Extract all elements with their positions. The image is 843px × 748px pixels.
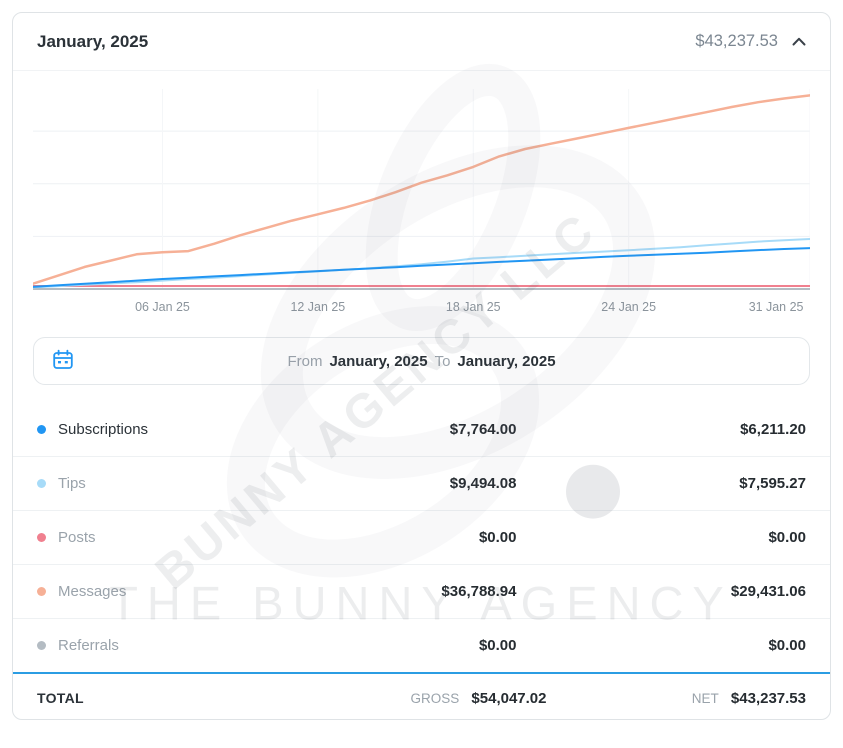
row-net-value: $6,211.20 [740,421,806,438]
total-row: TOTAL GROSS $54,047.02 NET $43,237.53 [13,672,830,719]
tips-series-dot [37,479,46,488]
earnings-table: Subscriptions $7,764.00 $6,211.20 Tips $… [13,403,830,672]
net-label: NET [691,690,719,706]
subscriptions-series-dot [37,425,46,434]
row-label: Posts [58,529,96,546]
table-row-referrals: Referrals $0.00 $0.00 [13,619,830,672]
row-gross-value: $0.00 [478,637,517,654]
row-label: Referrals [58,637,119,654]
to-label: To [434,352,451,370]
period-title: January, 2025 [37,31,149,51]
table-row-messages: Messages $36,788.94 $29,431.06 [13,565,830,619]
date-range-picker[interactable]: From January, 2025 To January, 2025 [33,337,810,385]
earnings-card: January, 2025 $43,237.53 06 Jan 25 12 Jan… [12,12,831,720]
row-net-value: $7,595.27 [739,475,806,492]
period-net-total: $43,237.53 [695,32,778,50]
row-net-value: $0.00 [768,637,806,654]
row-gross-value: $7,764.00 [449,421,517,438]
table-row-subscriptions: Subscriptions $7,764.00 $6,211.20 [13,403,830,457]
posts-series-dot [37,533,46,542]
table-row-tips: Tips $9,494.08 $7,595.27 [13,457,830,511]
messages-series-dot [37,587,46,596]
gross-value: $54,047.02 [471,689,547,707]
row-gross-value: $36,788.94 [441,583,517,600]
earnings-line-chart: 06 Jan 25 12 Jan 25 18 Jan 25 24 Jan 25 31 J… [33,89,810,314]
calendar-icon[interactable] [52,349,74,371]
svg-text:31 Jan 25: 31 Jan 25 [749,300,804,314]
referrals-series-dot [37,641,46,650]
card-header: January, 2025 $43,237.53 [13,13,830,71]
total-label: TOTAL [37,690,84,706]
row-net-value: $29,431.06 [730,583,806,600]
from-value[interactable]: January, 2025 [329,352,428,370]
from-label: From [287,352,323,370]
svg-text:24 Jan 25: 24 Jan 25 [601,300,656,314]
gross-label: GROSS [410,690,460,706]
net-value: $43,237.53 [730,689,806,707]
svg-text:18 Jan 25: 18 Jan 25 [446,300,501,314]
svg-text:12 Jan 25: 12 Jan 25 [291,300,346,314]
svg-text:06 Jan 25: 06 Jan 25 [135,300,190,314]
to-value[interactable]: January, 2025 [457,352,556,370]
chevron-up-icon[interactable] [792,37,806,46]
table-row-posts: Posts $0.00 $0.00 [13,511,830,565]
earnings-chart-area: 06 Jan 25 12 Jan 25 18 Jan 25 24 Jan 25 31 J… [13,71,830,319]
row-label: Messages [58,583,127,600]
row-label: Tips [58,475,86,492]
row-gross-value: $0.00 [478,529,517,546]
row-net-value: $0.00 [768,529,806,546]
row-label: Subscriptions [58,421,149,438]
row-gross-value: $9,494.08 [449,475,517,492]
